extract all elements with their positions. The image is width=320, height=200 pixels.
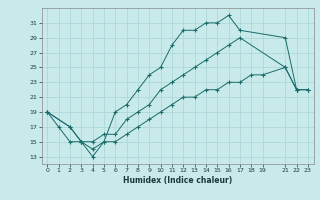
X-axis label: Humidex (Indice chaleur): Humidex (Indice chaleur) (123, 176, 232, 185)
